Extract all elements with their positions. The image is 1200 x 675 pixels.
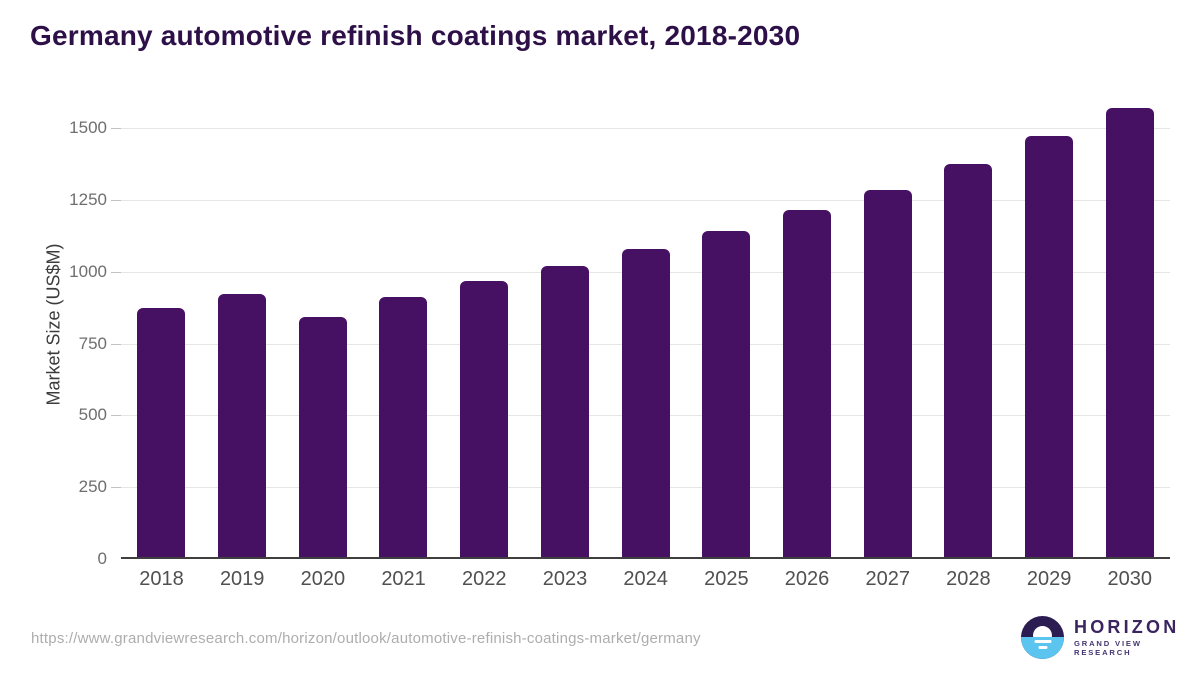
bar-2024 bbox=[621, 249, 670, 557]
bar-2025 bbox=[702, 230, 751, 557]
x-tick-label-2018: 2018 bbox=[139, 568, 184, 590]
bar-2018 bbox=[137, 308, 186, 557]
x-tick-label-2019: 2019 bbox=[219, 568, 265, 590]
x-tick-label-2021: 2021 bbox=[381, 568, 426, 590]
chart-title: Germany automotive refinish coatings mar… bbox=[30, 20, 801, 51]
bar-2020 bbox=[298, 317, 347, 557]
y-tick-mark-1500 bbox=[111, 128, 121, 129]
bar-2022 bbox=[460, 281, 509, 557]
y-axis-title: Market Size (US$M) bbox=[43, 243, 64, 406]
y-tick-mark-750 bbox=[111, 343, 121, 345]
sunset-over-water-icon bbox=[1021, 616, 1064, 659]
x-tick-label-2028: 2028 bbox=[946, 568, 991, 590]
y-tick-label-750: 750 bbox=[78, 333, 107, 353]
x-tick-label-2026: 2026 bbox=[784, 568, 830, 590]
x-tick-label-2022: 2022 bbox=[462, 568, 507, 590]
y-tick-mark-500 bbox=[111, 415, 121, 417]
bar-2026 bbox=[782, 210, 831, 557]
x-tick-label-2023: 2023 bbox=[542, 568, 588, 590]
x-tick-label-2025: 2025 bbox=[704, 568, 749, 590]
bar-2028 bbox=[944, 163, 993, 557]
y-tick-label-500: 500 bbox=[78, 405, 107, 425]
x-tick-label-2020: 2020 bbox=[300, 568, 346, 590]
y-tick-label-1000: 1000 bbox=[69, 261, 107, 281]
y-tick-label-1250: 1250 bbox=[69, 189, 107, 209]
gridline-1500 bbox=[121, 128, 1170, 129]
y-tick-mark-250 bbox=[111, 487, 121, 489]
x-tick-label-2024: 2024 bbox=[623, 568, 668, 590]
y-tick-mark-1000 bbox=[111, 271, 121, 273]
logo-name: HORIZON bbox=[1074, 616, 1180, 637]
y-tick-label-0: 0 bbox=[97, 549, 107, 568]
y-tick-label-250: 250 bbox=[78, 477, 107, 497]
bar-chart-plot-area: 0 250 500 750 1000 1250 1500 bbox=[69, 97, 1170, 568]
x-tick-label-2029: 2029 bbox=[1026, 568, 1072, 590]
bar-2027 bbox=[863, 190, 912, 557]
bar-2030 bbox=[1105, 107, 1154, 557]
bar-2021 bbox=[379, 296, 428, 557]
horizon-logo: HORIZON GRAND VIEW RESEARCH bbox=[1021, 616, 1200, 659]
bar-2023 bbox=[540, 265, 589, 557]
gridline-1250 bbox=[121, 199, 1170, 201]
source-url: https://www.grandviewresearch.com/horizo… bbox=[31, 630, 701, 647]
logo-tagline: GRAND VIEW RESEARCH bbox=[1074, 639, 1142, 658]
x-tick-label-2030: 2030 bbox=[1107, 568, 1153, 590]
x-tick-label-2027: 2027 bbox=[865, 568, 910, 590]
bar-2029 bbox=[1024, 136, 1073, 557]
y-tick-mark-1250 bbox=[111, 199, 121, 201]
y-tick-label-1500: 1500 bbox=[69, 118, 107, 137]
bar-2019 bbox=[218, 294, 267, 557]
